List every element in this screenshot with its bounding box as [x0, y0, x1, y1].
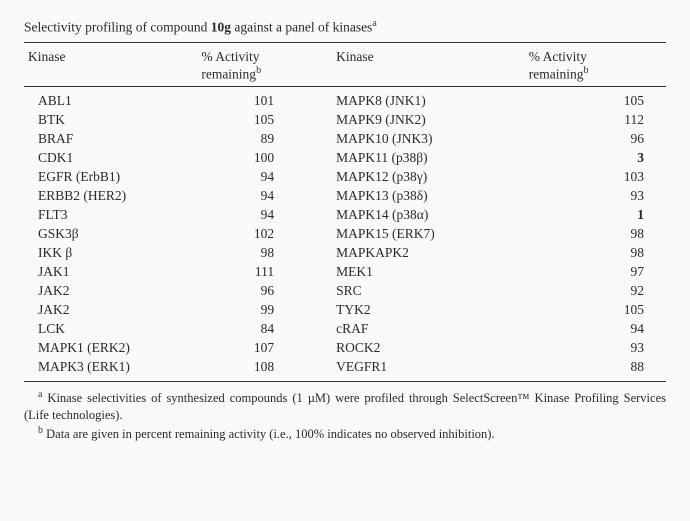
kinase-cell: CDK1 [24, 149, 197, 168]
kinase-cell: JAK1 [24, 263, 197, 282]
kinase-cell: MAPK1 (ERK2) [24, 339, 197, 358]
kinase-cell: MAPK9 (JNK2) [332, 111, 525, 130]
kinase-cell: MAPK13 (p38δ) [332, 187, 525, 206]
kinase-cell: FLT3 [24, 206, 197, 225]
activity-cell: 3 [525, 149, 666, 168]
kinase-cell: TYK2 [332, 301, 525, 320]
caption-sup: a [372, 18, 376, 29]
caption-pre: Selectivity profiling of compound [24, 20, 211, 35]
activity-cell: 112 [525, 111, 666, 130]
kinase-cell: LCK [24, 320, 197, 339]
kinase-cell: GSK3β [24, 225, 197, 244]
table-header-row: Kinase % Activity remainingb Kinase % Ac… [24, 42, 666, 87]
table-row: FLT394MAPK14 (p38α)1 [24, 206, 666, 225]
kinase-cell: IKK β [24, 244, 197, 263]
activity-cell: 108 [197, 358, 332, 382]
activity-cell: 98 [525, 225, 666, 244]
footnote-b: b Data are given in percent remaining ac… [24, 424, 666, 443]
header-activity-line2b: remaining [529, 66, 584, 81]
activity-cell: 1 [525, 206, 666, 225]
table-body: ABL1101MAPK8 (JNK1)105BTK105MAPK9 (JNK2)… [24, 87, 666, 382]
activity-cell: 102 [197, 225, 332, 244]
kinase-table: Kinase % Activity remainingb Kinase % Ac… [24, 42, 666, 383]
kinase-cell: MAPK10 (JNK3) [332, 130, 525, 149]
kinase-cell: JAK2 [24, 282, 197, 301]
table-caption: Selectivity profiling of compound 10g ag… [24, 18, 666, 36]
table-row: LCK84cRAF94 [24, 320, 666, 339]
table-row: JAK299TYK2105 [24, 301, 666, 320]
activity-cell: 111 [197, 263, 332, 282]
caption-post: against a panel of kinases [231, 20, 372, 35]
activity-cell: 94 [525, 320, 666, 339]
activity-cell: 94 [197, 187, 332, 206]
footnotes: a Kinase selectivities of synthesized co… [24, 388, 666, 443]
table-row: JAK296SRC92 [24, 282, 666, 301]
kinase-cell: ROCK2 [332, 339, 525, 358]
kinase-cell: ERBB2 (HER2) [24, 187, 197, 206]
activity-cell: 89 [197, 130, 332, 149]
header-activity-sup-2: b [583, 65, 588, 76]
activity-cell: 105 [525, 301, 666, 320]
activity-cell: 84 [197, 320, 332, 339]
kinase-cell: MAPK12 (p38γ) [332, 168, 525, 187]
footnote-a: a Kinase selectivities of synthesized co… [24, 388, 666, 424]
footnote-a-text: Kinase selectivities of synthesized comp… [24, 391, 666, 422]
kinase-cell: MAPK14 (p38α) [332, 206, 525, 225]
table-row: GSK3β102MAPK15 (ERK7)98 [24, 225, 666, 244]
kinase-cell: MAPK11 (p38β) [332, 149, 525, 168]
activity-cell: 105 [197, 111, 332, 130]
table-row: IKK β98MAPKAPK298 [24, 244, 666, 263]
activity-cell: 93 [525, 339, 666, 358]
activity-cell: 98 [525, 244, 666, 263]
kinase-cell: MAPK15 (ERK7) [332, 225, 525, 244]
kinase-cell: SRC [332, 282, 525, 301]
header-activity-line2: remaining [201, 66, 256, 81]
header-kinase-2: Kinase [332, 42, 525, 87]
table-row: ERBB2 (HER2)94MAPK13 (p38δ)93 [24, 187, 666, 206]
activity-cell: 93 [525, 187, 666, 206]
activity-cell: 98 [197, 244, 332, 263]
kinase-cell: BTK [24, 111, 197, 130]
table-row: JAK1111MEK197 [24, 263, 666, 282]
header-activity-2: % Activity remainingb [525, 42, 666, 87]
table-row: MAPK3 (ERK1)108VEGFR188 [24, 358, 666, 382]
activity-cell: 99 [197, 301, 332, 320]
kinase-cell: MAPK3 (ERK1) [24, 358, 197, 382]
activity-cell: 105 [525, 87, 666, 111]
table-row: MAPK1 (ERK2)107ROCK293 [24, 339, 666, 358]
kinase-cell: MEK1 [332, 263, 525, 282]
activity-cell: 94 [197, 206, 332, 225]
kinase-cell: EGFR (ErbB1) [24, 168, 197, 187]
header-activity-1: % Activity remainingb [197, 42, 332, 87]
activity-cell: 96 [197, 282, 332, 301]
kinase-cell: ABL1 [24, 87, 197, 111]
kinase-cell: JAK2 [24, 301, 197, 320]
header-activity-line1: % Activity [201, 49, 259, 64]
table-row: BTK105MAPK9 (JNK2)112 [24, 111, 666, 130]
activity-cell: 97 [525, 263, 666, 282]
caption-compound: 10g [211, 20, 231, 35]
kinase-cell: BRAF [24, 130, 197, 149]
header-activity-sup-1: b [256, 65, 261, 76]
kinase-cell: VEGFR1 [332, 358, 525, 382]
footnote-b-text: Data are given in percent remaining acti… [43, 427, 495, 441]
activity-cell: 103 [525, 168, 666, 187]
table-row: CDK1100MAPK11 (p38β)3 [24, 149, 666, 168]
activity-cell: 100 [197, 149, 332, 168]
activity-cell: 96 [525, 130, 666, 149]
table-row: ABL1101MAPK8 (JNK1)105 [24, 87, 666, 111]
activity-cell: 101 [197, 87, 332, 111]
table-row: EGFR (ErbB1)94MAPK12 (p38γ)103 [24, 168, 666, 187]
activity-cell: 107 [197, 339, 332, 358]
kinase-cell: MAPK8 (JNK1) [332, 87, 525, 111]
activity-cell: 88 [525, 358, 666, 382]
activity-cell: 92 [525, 282, 666, 301]
activity-cell: 94 [197, 168, 332, 187]
header-kinase-1: Kinase [24, 42, 197, 87]
kinase-cell: cRAF [332, 320, 525, 339]
header-activity-line1b: % Activity [529, 49, 587, 64]
table-row: BRAF89MAPK10 (JNK3)96 [24, 130, 666, 149]
kinase-cell: MAPKAPK2 [332, 244, 525, 263]
